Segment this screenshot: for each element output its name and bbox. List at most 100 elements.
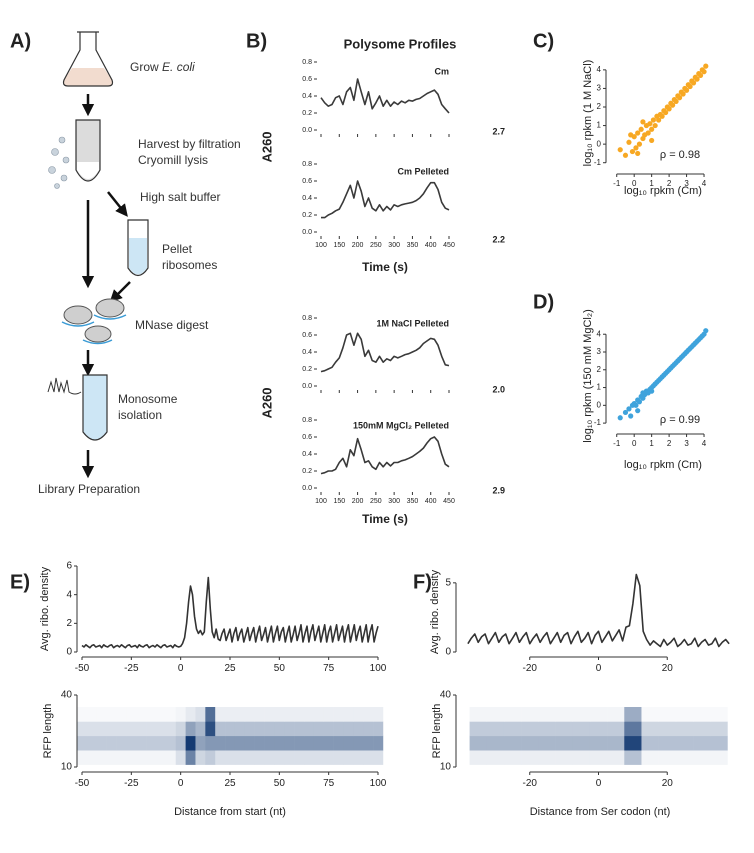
y-tick-label: 0.8 xyxy=(302,59,312,66)
heat-cell xyxy=(710,721,728,737)
heat-cell xyxy=(146,750,157,765)
y-tick-label: -1 xyxy=(594,418,602,427)
heat-cell xyxy=(77,750,88,765)
heat-cell xyxy=(126,721,137,737)
y-axis-label: A260 xyxy=(259,387,274,418)
y-tick-label: 0.2 xyxy=(302,110,312,117)
heat-cell xyxy=(146,735,157,751)
heat-cell xyxy=(521,707,539,722)
heat-cell xyxy=(195,707,206,722)
heat-cell xyxy=(353,721,364,737)
heat-cell xyxy=(185,707,196,722)
heat-cell xyxy=(234,721,246,737)
y-tick-label: 0.0 xyxy=(302,229,312,236)
heat-cell xyxy=(274,707,285,722)
y-axis-label: log₁₀ rpkm (1 M NaCl) xyxy=(582,60,594,167)
heat-cell xyxy=(215,750,226,765)
heat-cell xyxy=(353,750,364,765)
heat-cell xyxy=(486,721,505,737)
heat-cell xyxy=(165,721,177,737)
point xyxy=(633,145,639,151)
heat-cell xyxy=(175,721,186,737)
heat-cell xyxy=(136,750,147,765)
y-tick-label: -1 xyxy=(594,158,602,167)
heat-cell xyxy=(244,750,255,765)
heat-cell xyxy=(343,750,354,765)
heat-cell xyxy=(284,735,295,751)
x-tick-label: 250 xyxy=(370,242,382,249)
heat-cell xyxy=(503,750,522,765)
step-label: High salt buffer xyxy=(140,190,221,204)
line xyxy=(81,576,379,649)
point xyxy=(640,119,646,125)
heat-cell xyxy=(225,735,236,751)
y-tick-label: 0.2 xyxy=(302,212,312,219)
y-axis-label: RFP length xyxy=(431,704,443,759)
point xyxy=(647,121,653,127)
heat-cell xyxy=(156,707,167,722)
heat-cell xyxy=(363,707,374,722)
x-tick-label: 250 xyxy=(370,498,382,505)
flask-liquid xyxy=(63,68,113,86)
heat-cell xyxy=(185,735,196,751)
heat-cell xyxy=(675,707,694,722)
heat-cell xyxy=(244,721,255,737)
heat-cell xyxy=(165,735,177,751)
y-tick-label: 0.4 xyxy=(302,349,312,356)
y-tick-label: 0.8 xyxy=(302,315,312,322)
tube-liquid xyxy=(129,238,147,275)
arrow xyxy=(109,281,131,303)
heat-cell xyxy=(185,721,196,737)
x-tick-label: 450 xyxy=(443,242,455,249)
heat-cell xyxy=(254,707,265,722)
x-tick-label: 200 xyxy=(352,498,364,505)
heat-cell xyxy=(323,735,334,751)
heat-cell xyxy=(624,721,642,737)
heat-cell xyxy=(77,735,88,751)
heat-cell xyxy=(156,721,167,737)
heat-cell xyxy=(343,735,354,751)
heat-cell xyxy=(205,707,216,722)
heat-cell xyxy=(607,707,625,722)
x-tick-label: 0 xyxy=(596,663,602,674)
point xyxy=(629,148,636,155)
x-tick-label: 1 xyxy=(649,439,654,448)
heat-cell xyxy=(205,721,216,737)
point xyxy=(635,408,641,414)
heat-cell xyxy=(572,750,591,765)
heat-cell xyxy=(225,721,236,737)
x-tick-label: 20 xyxy=(662,778,674,789)
heat-cell xyxy=(136,707,147,722)
heat-cell xyxy=(294,735,305,751)
annotation: 2.0 xyxy=(492,384,505,394)
y-tick-label: 40 xyxy=(440,690,452,701)
x-axis-label: Time (s) xyxy=(362,260,408,274)
heat-cell xyxy=(116,735,127,751)
heat-cell xyxy=(555,707,574,722)
heat-cell xyxy=(333,735,344,751)
y-tick-label: 0.4 xyxy=(302,93,312,100)
heat-cell xyxy=(294,750,305,765)
x-axis-label: log₁₀ rpkm (Cm) xyxy=(624,185,702,197)
point xyxy=(628,132,634,138)
heat-cell xyxy=(86,750,98,765)
heat-cell xyxy=(572,721,591,737)
heat-cell xyxy=(313,735,325,751)
annotation: 2.9 xyxy=(492,485,505,495)
heat-cell xyxy=(589,750,608,765)
y-tick-label: 0.2 xyxy=(302,366,312,373)
heat-cell xyxy=(658,735,677,751)
y-tick-label: 0.0 xyxy=(302,127,312,134)
heat-cell xyxy=(234,735,246,751)
heat-cell xyxy=(693,707,711,722)
x-tick-label: 75 xyxy=(323,778,335,789)
workflow-diagram: Grow E. coli Harvest by filtration Cryom… xyxy=(38,31,241,496)
heat-cell xyxy=(215,735,226,751)
y-tick-label: 0.2 xyxy=(302,468,312,475)
heat-cell xyxy=(323,750,334,765)
x-axis-label: Distance from start (nt) xyxy=(174,806,286,818)
heat-cell xyxy=(572,735,591,751)
heat-cell xyxy=(96,750,107,765)
heat-cell xyxy=(521,735,539,751)
point xyxy=(622,152,629,158)
